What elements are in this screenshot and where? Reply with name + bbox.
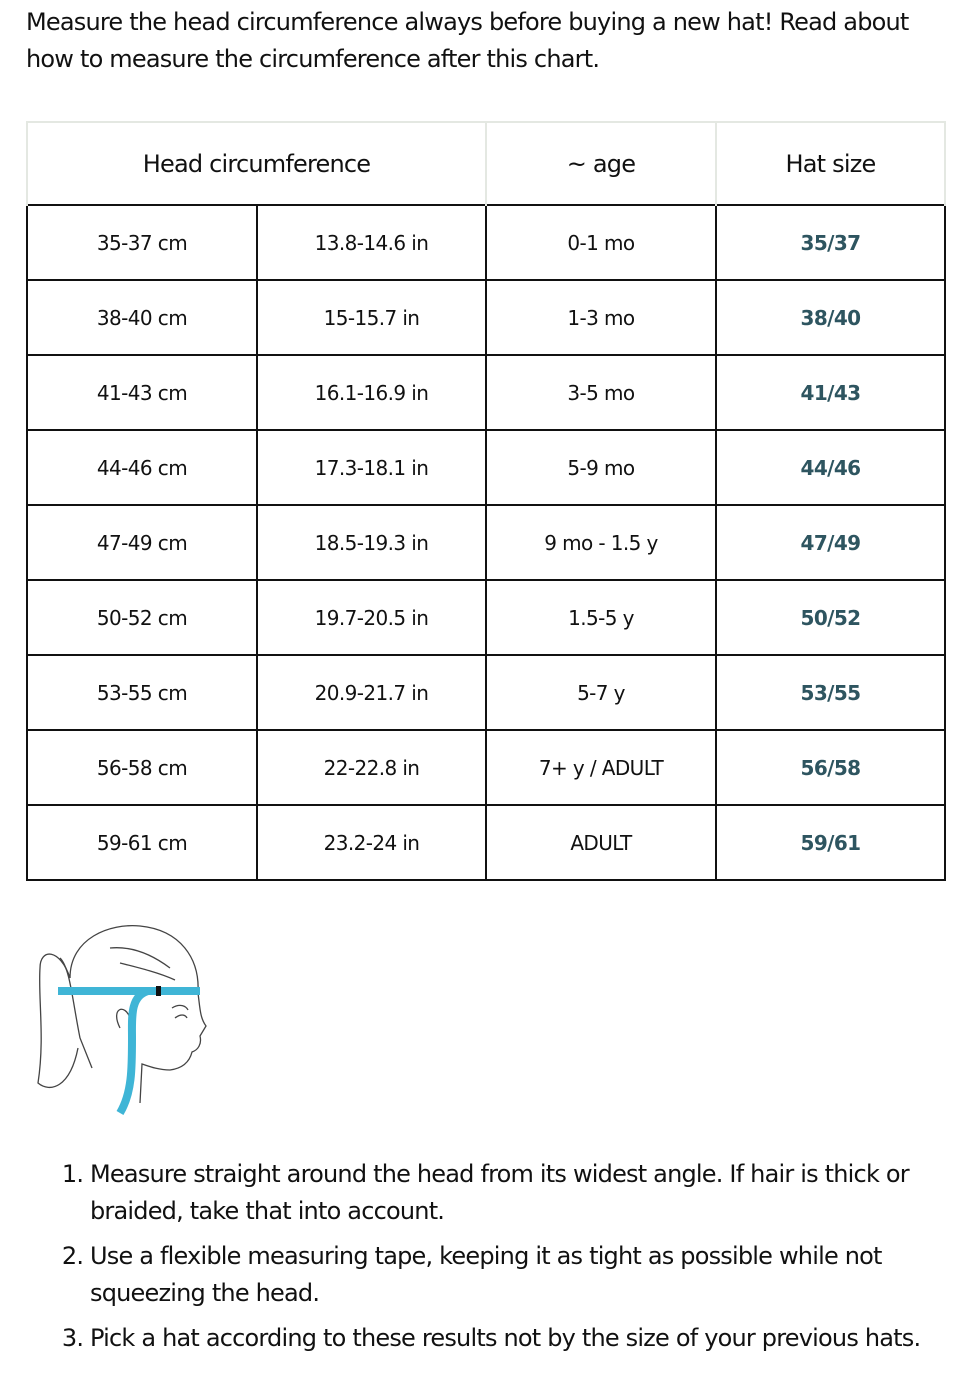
cell-hat-size: 56/58 (715, 729, 946, 806)
cell-in: 20.9-21.7 in (256, 654, 487, 731)
cell-in: 22-22.8 in (256, 729, 487, 806)
cell-age: 9 mo - 1.5 y (485, 504, 717, 581)
header-head-circumference: Head circumference (26, 121, 487, 205)
cell-hat-size: 41/43 (715, 354, 946, 431)
cell-hat-size: 59/61 (715, 804, 946, 881)
cell-age: 5-7 y (485, 654, 717, 731)
table-row: 47-49 cm 18.5-19.3 in 9 mo - 1.5 y 47/49 (26, 504, 946, 581)
instruction-item: Use a flexible measuring tape, keeping i… (90, 1238, 966, 1312)
cell-in: 15-15.7 in (256, 279, 487, 356)
table-row: 50-52 cm 19.7-20.5 in 1.5-5 y 50/52 (26, 579, 946, 656)
cell-cm: 38-40 cm (26, 279, 258, 356)
cell-cm: 35-37 cm (26, 204, 258, 281)
cell-cm: 47-49 cm (26, 504, 258, 581)
table-row: 59-61 cm 23.2-24 in ADULT 59/61 (26, 804, 946, 881)
cell-hat-size: 47/49 (715, 504, 946, 581)
size-chart-table: Head circumference ~ age Hat size 35-37 … (26, 121, 946, 881)
cell-cm: 41-43 cm (26, 354, 258, 431)
table-row: 56-58 cm 22-22.8 in 7+ y / ADULT 56/58 (26, 729, 946, 806)
table-row: 53-55 cm 20.9-21.7 in 5-7 y 53/55 (26, 654, 946, 731)
cell-in: 19.7-20.5 in (256, 579, 487, 656)
cell-in: 16.1-16.9 in (256, 354, 487, 431)
cell-age: ADULT (485, 804, 717, 881)
cell-in: 17.3-18.1 in (256, 429, 487, 506)
instructions-list: Measure straight around the head from it… (48, 1156, 966, 1365)
intro-text: Measure the head circumference always be… (26, 8, 909, 73)
table-row: 44-46 cm 17.3-18.1 in 5-9 mo 44/46 (26, 429, 946, 506)
instruction-item: Measure straight around the head from it… (90, 1156, 966, 1230)
cell-hat-size: 50/52 (715, 579, 946, 656)
cell-in: 13.8-14.6 in (256, 204, 487, 281)
cell-age: 5-9 mo (485, 429, 717, 506)
header-age: ~ age (485, 121, 717, 205)
cell-hat-size: 44/46 (715, 429, 946, 506)
cell-hat-size: 35/37 (715, 204, 946, 281)
head-measurement-illustration (37, 924, 207, 1116)
cell-age: 1.5-5 y (485, 579, 717, 656)
instruction-item: Pick a hat according to these results no… (90, 1320, 966, 1357)
cell-cm: 50-52 cm (26, 579, 258, 656)
cell-age: 0-1 mo (485, 204, 717, 281)
cell-cm: 44-46 cm (26, 429, 258, 506)
header-hat-size: Hat size (715, 121, 946, 205)
cell-cm: 59-61 cm (26, 804, 258, 881)
cell-age: 7+ y / ADULT (485, 729, 717, 806)
cell-age: 1-3 mo (485, 279, 717, 356)
cell-cm: 56-58 cm (26, 729, 258, 806)
cell-in: 23.2-24 in (256, 804, 487, 881)
table-row: 35-37 cm 13.8-14.6 in 0-1 mo 35/37 (26, 204, 946, 281)
cell-hat-size: 53/55 (715, 654, 946, 731)
cell-cm: 53-55 cm (26, 654, 258, 731)
table-row: 41-43 cm 16.1-16.9 in 3-5 mo 41/43 (26, 354, 946, 431)
cell-age: 3-5 mo (485, 354, 717, 431)
table-row: 38-40 cm 15-15.7 in 1-3 mo 38/40 (26, 279, 946, 356)
cell-in: 18.5-19.3 in (256, 504, 487, 581)
cell-hat-size: 38/40 (715, 279, 946, 356)
table-header-row: Head circumference ~ age Hat size (26, 121, 946, 205)
